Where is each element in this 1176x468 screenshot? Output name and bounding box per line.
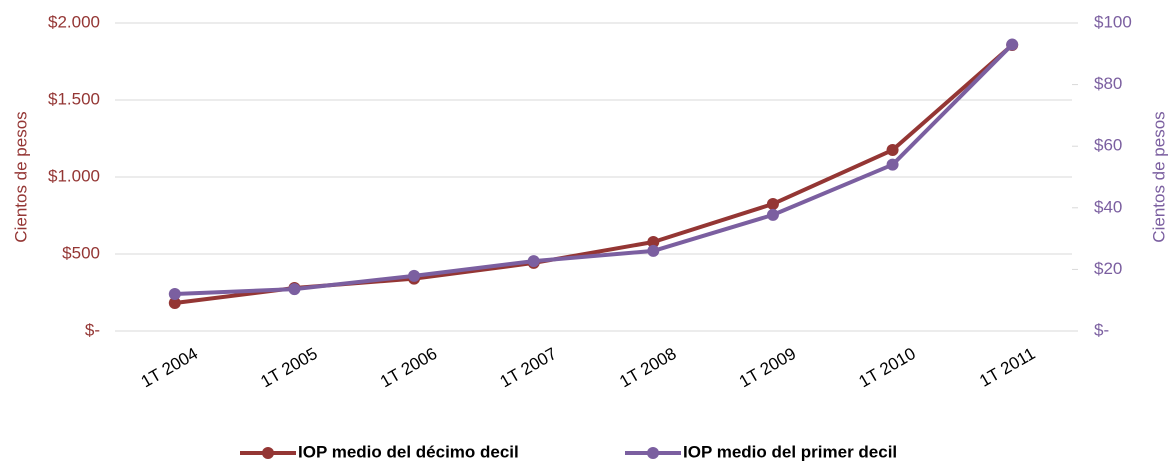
point xyxy=(288,283,301,296)
point xyxy=(766,208,779,221)
y-tick-label: $1.000 xyxy=(48,166,100,185)
point xyxy=(886,158,899,171)
point xyxy=(1006,38,1019,51)
x-tick-label: 1T 2010 xyxy=(856,344,919,391)
point xyxy=(647,244,660,257)
x-tick-label: 1T 2011 xyxy=(976,344,1038,391)
y2-tick-label: $- xyxy=(1094,320,1109,339)
y-tick-label: $2.000 xyxy=(48,12,100,31)
point xyxy=(408,269,421,282)
y2-axis-title: Cientos de pesos xyxy=(1149,111,1168,242)
y-tick-label: $1.500 xyxy=(48,89,100,108)
y-tick-label: $- xyxy=(85,320,100,339)
x-tick-label: 1T 2004 xyxy=(138,344,201,391)
y2-tick-label: $40 xyxy=(1094,197,1122,216)
legend-marker xyxy=(647,447,659,459)
y2-tick-label: $20 xyxy=(1094,259,1122,278)
legend-marker xyxy=(262,447,274,459)
point xyxy=(168,296,181,309)
series-line xyxy=(174,43,1014,297)
point xyxy=(168,288,181,301)
y2-tick-label: $60 xyxy=(1094,136,1122,155)
y-axis-title: Cientos de pesos xyxy=(11,111,30,242)
legend-label: IOP medio del décimo decil xyxy=(298,442,519,461)
x-tick-label: 1T 2006 xyxy=(377,344,440,391)
point xyxy=(647,235,660,248)
x-tick-label: 1T 2009 xyxy=(736,344,799,391)
point xyxy=(766,197,779,210)
legend-label: IOP medio del primer decil xyxy=(683,442,897,461)
series-line xyxy=(174,43,1014,305)
x-tick-label: 1T 2007 xyxy=(497,344,560,391)
x-tick-label: 1T 2008 xyxy=(616,344,679,391)
y-tick-label: $500 xyxy=(62,243,100,262)
point xyxy=(527,255,540,268)
point xyxy=(886,144,899,157)
y2-tick-label: $80 xyxy=(1094,74,1122,93)
y2-tick-label: $100 xyxy=(1094,12,1132,31)
x-tick-label: 1T 2005 xyxy=(257,344,320,391)
